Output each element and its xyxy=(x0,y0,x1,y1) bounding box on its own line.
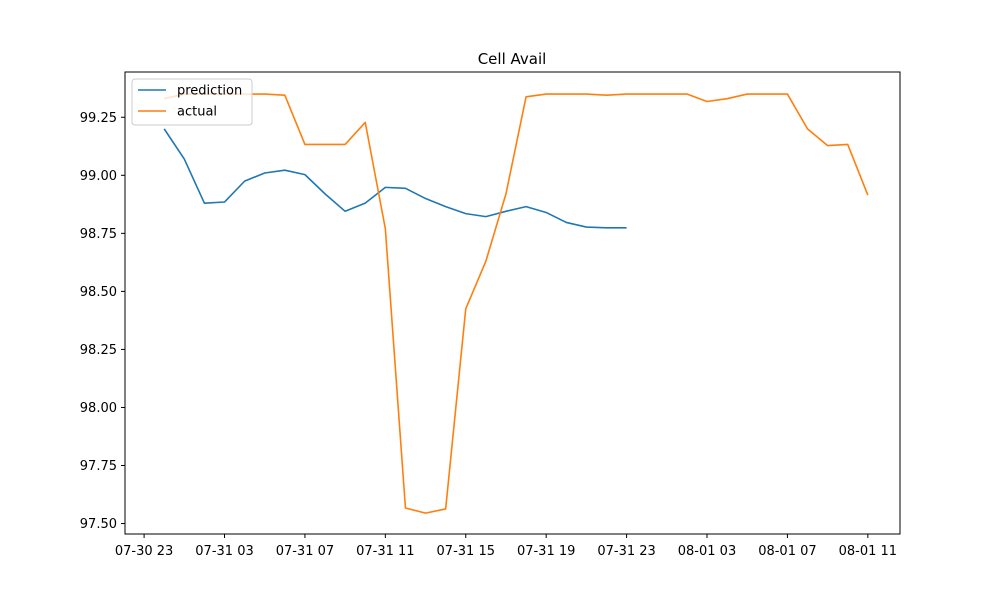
chart-title: Cell Avail xyxy=(478,50,547,68)
plot-frame xyxy=(124,71,901,535)
y-tick-label: 97.75 xyxy=(80,459,117,474)
y-tick-label: 97.50 xyxy=(80,517,117,532)
x-tick-label: 08-01 07 xyxy=(758,544,816,559)
y-tick-label: 99.00 xyxy=(80,169,117,184)
x-tick-label: 07-31 11 xyxy=(356,544,414,559)
legend-label-prediction: prediction xyxy=(177,84,242,99)
y-tick-label: 98.00 xyxy=(80,401,117,416)
legend-label-actual: actual xyxy=(177,105,217,120)
x-tick-label: 07-31 03 xyxy=(195,544,253,559)
x-tick-label: 08-01 03 xyxy=(678,544,736,559)
legend: prediction actual xyxy=(131,78,253,126)
y-tick-label: 98.25 xyxy=(80,343,117,358)
series-line-prediction xyxy=(163,128,627,229)
y-tick-label: 99.25 xyxy=(80,111,117,126)
x-tick-label: 07-31 19 xyxy=(517,544,575,559)
x-tick-label: 07-31 23 xyxy=(597,544,655,559)
y-axis: 97.50 97.75 98.00 98.25 98.50 98.75 99.00 99.25 xyxy=(80,111,125,532)
series-line-actual xyxy=(164,93,869,514)
x-axis: 07-30 23 07-31 03 07-31 07 07-31 11 07-31 15… xyxy=(115,534,897,559)
y-tick-label: 98.50 xyxy=(80,285,117,300)
x-tick-label: 08-01 11 xyxy=(839,544,897,559)
x-tick-label: 07-31 15 xyxy=(437,544,495,559)
y-tick-label: 98.75 xyxy=(80,227,117,242)
x-tick-label: 07-30 23 xyxy=(115,544,173,559)
plot-area xyxy=(163,93,869,514)
x-tick-label: 07-31 07 xyxy=(276,544,334,559)
